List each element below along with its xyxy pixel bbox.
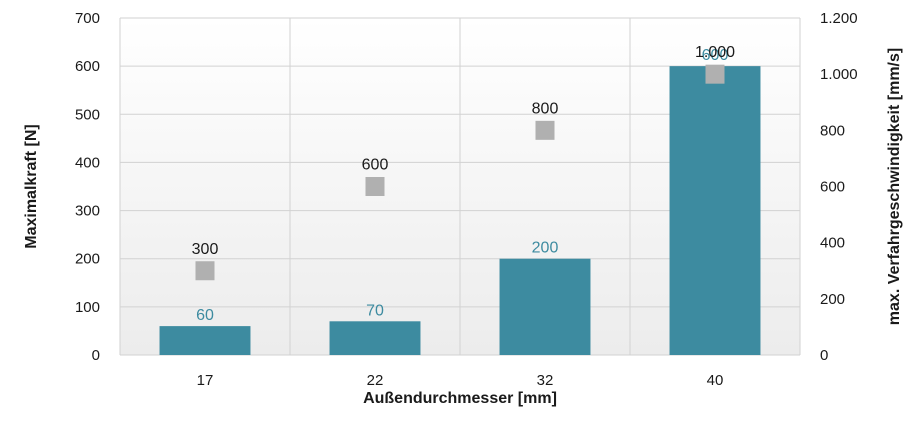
bar xyxy=(669,66,761,356)
right-tick-label: 1.000 xyxy=(820,66,858,83)
x-tick-label: 17 xyxy=(197,372,214,389)
left-tick-label: 200 xyxy=(75,251,100,268)
bar xyxy=(159,326,251,355)
left-tick-label: 600 xyxy=(75,58,100,75)
point-data-label: 600 xyxy=(362,157,389,174)
x-axis-title: Außendurchmesser [mm] xyxy=(363,390,557,407)
bar-series: 60 70 200 600 xyxy=(159,47,761,356)
point-data-label: 1.000 xyxy=(695,44,735,61)
left-axis: 0 100 200 300 400 500 600 700 xyxy=(75,10,100,364)
x-tick-label: 22 xyxy=(367,372,384,389)
left-tick-label: 500 xyxy=(75,106,100,123)
data-point xyxy=(535,120,555,140)
right-axis: 0 200 400 600 800 1.000 1.200 xyxy=(820,10,858,364)
x-tick-label: 40 xyxy=(707,372,724,389)
right-tick-label: 800 xyxy=(820,122,845,139)
right-tick-label: 600 xyxy=(820,179,845,196)
bar-data-label: 70 xyxy=(366,302,384,319)
point-data-label: 300 xyxy=(192,241,219,258)
x-axis: 17 22 32 40 xyxy=(197,372,724,389)
point-series: 300 600 800 1.000 xyxy=(192,44,735,281)
left-tick-label: 300 xyxy=(75,203,100,220)
left-tick-label: 100 xyxy=(75,299,100,316)
left-tick-label: 400 xyxy=(75,154,100,171)
y2-axis-title: max. Verfahrgeschwindigkeit [mm/s] xyxy=(886,48,903,325)
data-point xyxy=(705,64,725,84)
bar-data-label: 600 xyxy=(702,47,729,64)
data-point xyxy=(365,177,385,196)
point-data-label: 800 xyxy=(532,100,559,117)
left-tick-label: 700 xyxy=(75,10,100,27)
right-tick-label: 0 xyxy=(820,347,828,364)
gridlines xyxy=(119,17,801,356)
y-axis-title: Maximalkraft [N] xyxy=(23,124,40,248)
left-tick-label: 0 xyxy=(92,347,100,364)
data-point xyxy=(195,261,215,281)
bar xyxy=(499,258,591,355)
right-tick-label: 1.200 xyxy=(820,10,858,27)
x-tick-label: 32 xyxy=(537,372,554,389)
right-tick-label: 200 xyxy=(820,291,845,308)
bar xyxy=(329,321,421,355)
right-tick-label: 400 xyxy=(820,235,845,252)
bar-data-label: 200 xyxy=(532,240,559,257)
bar-data-label: 60 xyxy=(196,307,214,324)
